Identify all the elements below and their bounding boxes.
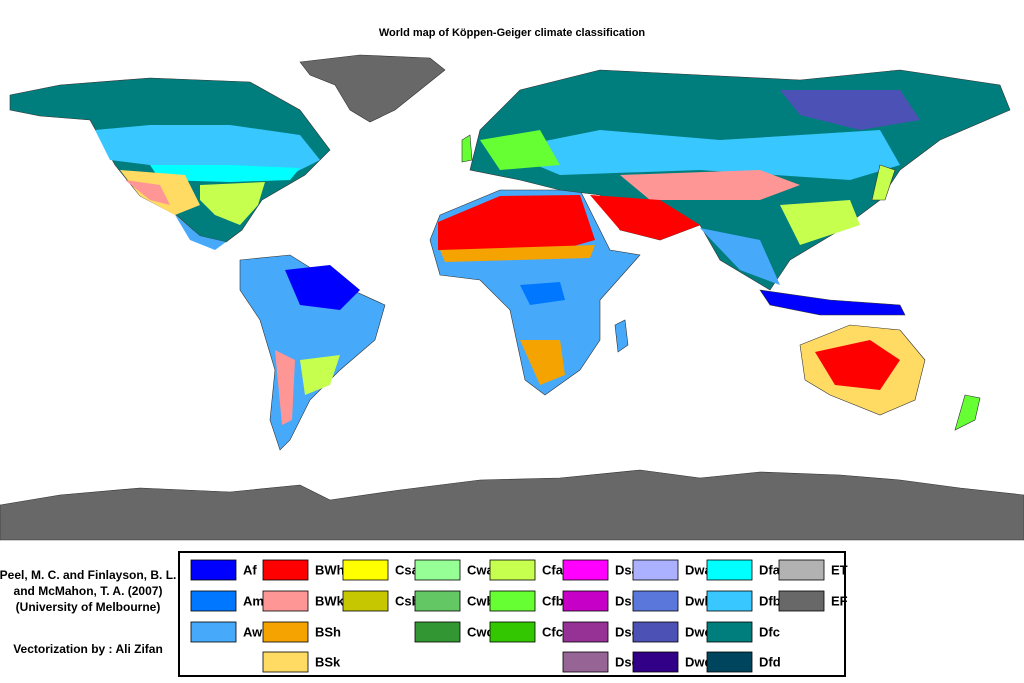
- legend-label: BWk: [315, 593, 345, 608]
- legend-label: Dwc: [685, 624, 712, 639]
- madagascar: [614, 319, 629, 353]
- legend-label: BWh: [315, 562, 345, 577]
- map-title: World map of Köppen-Geiger climate class…: [379, 27, 646, 39]
- legend-label: Dfd: [759, 654, 781, 669]
- legend-swatch: [778, 559, 825, 581]
- legend-label: Cfa: [542, 562, 564, 577]
- legend-swatch: [190, 621, 237, 643]
- indonesia: [759, 289, 906, 316]
- legend-label: Csa: [395, 562, 420, 577]
- legend-label: BSh: [315, 624, 341, 639]
- credits: Peel, M. C. and Finlayson, B. L. and McM…: [0, 568, 176, 656]
- zone: [150, 165, 300, 182]
- legend-label: Dwa: [685, 562, 713, 577]
- legend-swatch: [706, 559, 753, 581]
- legend-swatch: [562, 590, 609, 612]
- zone: [300, 355, 340, 395]
- legend-label: Dfb: [759, 593, 781, 608]
- zone: [500, 130, 900, 180]
- zone: [520, 282, 565, 305]
- zone: [438, 195, 595, 252]
- britain: [461, 134, 473, 163]
- zone: [780, 200, 860, 245]
- legend-swatch: [414, 621, 461, 643]
- legend-label: BSk: [315, 654, 341, 669]
- vectorization-credit: Vectorization by : Ali Zifan: [13, 642, 163, 656]
- zone: [480, 130, 560, 170]
- zone: [175, 215, 226, 250]
- legend-swatch: [562, 621, 609, 643]
- legend-label: EF: [831, 593, 848, 608]
- zone: [620, 170, 800, 200]
- credit-line: (University of Melbourne): [16, 600, 161, 614]
- legend-swatch: [262, 559, 309, 581]
- legend-swatch: [262, 651, 309, 673]
- legend-swatch: [562, 559, 609, 581]
- legend-label: Csb: [395, 593, 420, 608]
- legend-swatch: [706, 590, 753, 612]
- credit-line: and McMahon, T. A. (2007): [14, 584, 163, 598]
- legend-swatch: [262, 590, 309, 612]
- zone: [700, 228, 780, 285]
- legend-swatch: [632, 590, 679, 612]
- zone: [440, 245, 595, 262]
- legend-swatch: [190, 559, 237, 581]
- legend-label: Cfc: [542, 624, 563, 639]
- zone: [815, 340, 900, 390]
- legend-swatch: [489, 590, 536, 612]
- legend-label: ET: [831, 562, 848, 577]
- new-zealand: [954, 394, 981, 431]
- legend-swatch: [562, 651, 609, 673]
- legend-label: Cwa: [467, 562, 495, 577]
- credit-line: Peel, M. C. and Finlayson, B. L.: [0, 568, 176, 582]
- legend-label: Dfc: [759, 624, 780, 639]
- legend-label: Aw: [243, 624, 263, 639]
- legend-swatch: [190, 590, 237, 612]
- antarctica: [0, 469, 1024, 541]
- legend-swatch: [342, 559, 389, 581]
- legend-swatch: [706, 621, 753, 643]
- zone: [780, 90, 920, 130]
- zone: [125, 180, 170, 205]
- legend-label: Cfb: [542, 593, 564, 608]
- legend-swatch: [342, 590, 389, 612]
- legend-swatch: [632, 559, 679, 581]
- legend-swatch: [489, 621, 536, 643]
- zone: [520, 340, 565, 385]
- legend-swatch: [632, 621, 679, 643]
- greenland: [299, 54, 446, 123]
- legend-label: Cwc: [467, 624, 494, 639]
- legend-swatch: [489, 559, 536, 581]
- legend-label: Dwd: [685, 654, 713, 669]
- legend-swatch: [414, 559, 461, 581]
- legend-swatch: [262, 621, 309, 643]
- legend-swatch: [706, 651, 753, 673]
- legend-swatch: [414, 590, 461, 612]
- japan: [871, 164, 896, 201]
- legend-label: Cwb: [467, 593, 495, 608]
- zone: [275, 350, 295, 425]
- world-map: [0, 54, 1024, 541]
- zone: [95, 125, 320, 175]
- legend-label: Dwb: [685, 593, 713, 608]
- zone: [590, 195, 700, 240]
- legend-label: Am: [243, 593, 264, 608]
- legend: Af Am Aw BWh BWk BSh BSk Csa Csb Cwa Cwb Cwc Cfa Cfb C…: [190, 559, 848, 673]
- zone: [200, 182, 265, 225]
- legend-label: Af: [243, 562, 257, 577]
- legend-swatch: [778, 590, 825, 612]
- legend-label: Dfa: [759, 562, 781, 577]
- zone: [285, 265, 360, 310]
- legend-swatch: [632, 651, 679, 673]
